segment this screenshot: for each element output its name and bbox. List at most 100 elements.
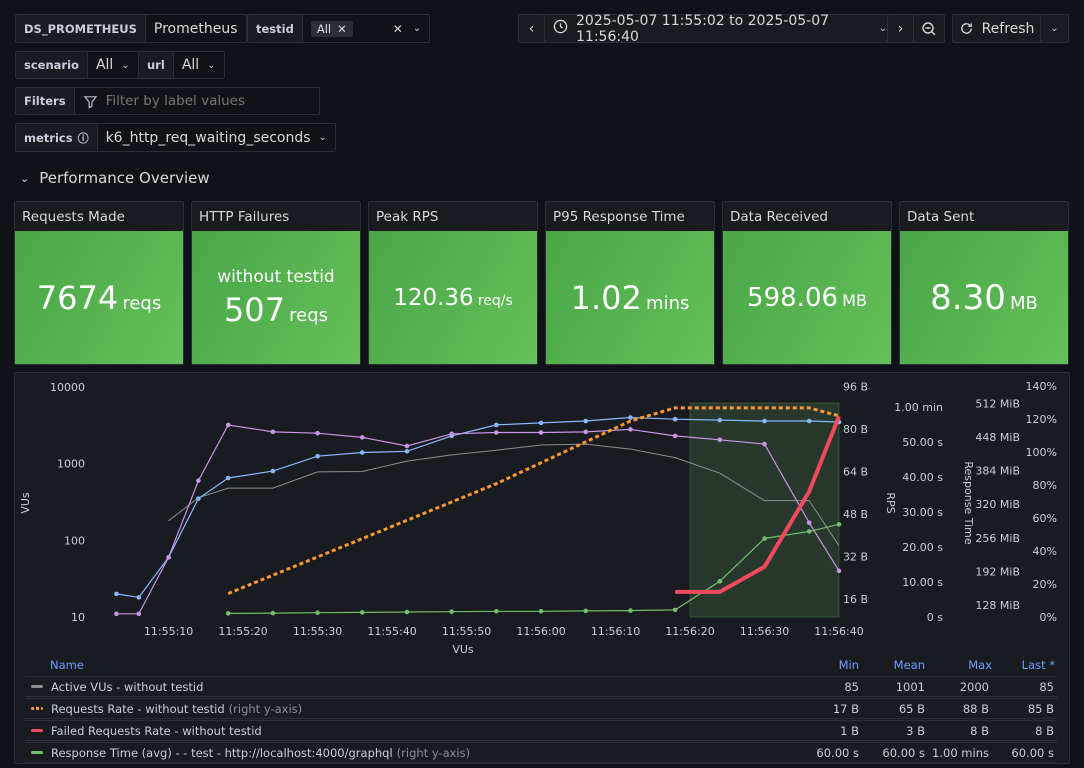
series-point <box>166 555 171 560</box>
chevron-down-icon: ⌄ <box>20 171 30 185</box>
timeseries-chart[interactable]: 10 100 1000 10000 VUs 16 B 32 B 48 B 64 B 80 B 96 … <box>15 373 1071 658</box>
datasource-variable[interactable]: DS_PROMETHEUS Prometheus <box>15 14 247 43</box>
stat-unit: req/s <box>477 292 513 309</box>
series-point <box>114 591 119 597</box>
refresh-interval-button[interactable]: ⌄ <box>1040 14 1069 43</box>
series-point <box>315 430 320 436</box>
stat-requests-made: Requests Made 7674 reqs <box>14 201 184 365</box>
series-point <box>359 450 365 455</box>
legend-row[interactable]: Requests Rate - without testid (right y-a… <box>25 698 1057 719</box>
legend-swatch <box>31 729 43 732</box>
clear-icon[interactable]: ✕ <box>392 21 403 36</box>
x-tick-label: 11:56:10 <box>591 625 640 638</box>
series-point <box>270 610 276 616</box>
legend-header: Name Min Mean Max Last * <box>39 654 1071 675</box>
y-right-tick-label: 128 MiB <box>975 599 1020 612</box>
clock-icon <box>553 19 568 38</box>
series-point <box>806 520 812 525</box>
scenario-value: All <box>95 57 114 73</box>
x-tick-label: 11:55:30 <box>293 625 342 638</box>
legend-col-mean[interactable]: Mean <box>893 657 925 672</box>
refresh-icon <box>960 23 972 34</box>
series-point <box>449 609 454 614</box>
series-point <box>404 448 410 454</box>
chip-remove-icon[interactable]: ✕ <box>337 21 347 36</box>
legend-col-max[interactable]: Max <box>968 657 992 672</box>
legend-row[interactable]: Active VUs - without testid 85 1001 2000 85 <box>25 676 1057 697</box>
stat-value: 7674 <box>36 278 119 317</box>
legend-series-name[interactable]: Response Time (avg) - - test - http://lo… <box>51 745 393 760</box>
stat-data-sent: Data Sent 8.30 MB <box>899 201 1069 365</box>
legend-series-name[interactable]: Failed Requests Rate - without testid <box>51 723 262 738</box>
url-value: All <box>181 57 200 73</box>
stat-unit: reqs <box>289 304 329 326</box>
url-variable[interactable]: url All ⌄ <box>138 51 225 79</box>
series-point <box>359 435 365 440</box>
y-right-tick-label: 40.00 s <box>902 471 943 484</box>
y-right-tick-label: 80 B <box>843 423 868 436</box>
series-point <box>404 443 410 449</box>
stat-value: 8.30 <box>930 277 1006 318</box>
legend-series-name[interactable]: Active VUs - without testid <box>51 679 204 694</box>
scenario-variable[interactable]: scenario All ⌄ <box>15 51 139 79</box>
time-range-picker[interactable]: 2025-05-07 11:55:02 to 2025-05-07 11:56:… <box>544 13 888 45</box>
stat-http-failures: HTTP Failures without testid 507 reqs <box>191 201 361 365</box>
y-right-tick-label: 100% <box>1026 446 1057 459</box>
legend-col-min[interactable]: Min <box>838 657 859 672</box>
testid-chip[interactable]: All ✕ <box>310 20 353 37</box>
zoom-out-button[interactable] <box>913 14 945 43</box>
filters-variable[interactable]: Filters <box>15 87 320 115</box>
y-right-tick-label: 80% <box>1033 479 1057 492</box>
metrics-value: k6_http_req_waiting_seconds <box>105 129 311 146</box>
series-point <box>494 430 499 435</box>
stat-subtitle: without testid <box>217 266 335 287</box>
series-point <box>672 416 678 422</box>
legend-col-last[interactable]: Last * <box>1021 657 1055 672</box>
datasource-select[interactable]: Prometheus <box>146 15 246 42</box>
series-point <box>538 420 544 426</box>
y-right-tick-label: 40% <box>1033 545 1057 558</box>
timeseries-panel[interactable]: 10 100 1000 10000 VUs 16 B 32 B 48 B 64 B 80 B 96 … <box>14 372 1070 764</box>
series-point <box>538 430 544 435</box>
legend-last: 8 B <box>1035 723 1054 738</box>
series-point <box>628 427 633 432</box>
scenario-label: scenario <box>16 52 88 78</box>
series-point <box>196 478 201 483</box>
legend-col-name[interactable]: Name <box>50 657 84 672</box>
testid-variable[interactable]: testid All ✕ ✕ ⌄ <box>247 14 431 43</box>
legend-mean: 65 B <box>898 701 925 716</box>
series-point <box>494 422 499 428</box>
datasource-value: Prometheus <box>153 20 238 37</box>
y-right-tick-label: 320 MiB <box>975 498 1020 511</box>
legend-row[interactable]: Response Time (avg) - - test - http://lo… <box>25 742 1057 763</box>
time-forward-button[interactable]: › <box>887 14 914 43</box>
y-right-tick-label: 96 B <box>843 381 868 394</box>
legend-max: 88 B <box>962 701 989 716</box>
x-tick-label: 11:56:30 <box>740 625 789 638</box>
chevron-down-icon[interactable]: ⌄ <box>412 23 422 34</box>
y-tick-label: 100 <box>64 534 85 547</box>
series-line <box>168 443 840 546</box>
time-back-button[interactable]: ‹ <box>518 14 545 43</box>
series-point <box>806 418 812 424</box>
y-right-tick-label: 20% <box>1033 578 1057 591</box>
series-point <box>494 608 499 614</box>
legend-swatch <box>31 685 43 688</box>
refresh-button[interactable]: Refresh <box>952 14 1041 43</box>
legend-mean: 60.00 s <box>882 745 925 760</box>
series-point <box>717 579 723 584</box>
x-tick-label: 11:56:40 <box>814 625 863 638</box>
legend-series-name[interactable]: Requests Rate - without testid <box>51 701 225 716</box>
series-point <box>196 496 201 501</box>
metrics-variable[interactable]: metrics ⓘ k6_http_req_waiting_seconds ⌄ <box>15 123 336 152</box>
stat-unit: MB <box>1009 292 1038 314</box>
y-right-tick-label: 384 MiB <box>975 465 1020 478</box>
x-tick-label: 11:55:40 <box>367 625 416 638</box>
legend-row[interactable]: Failed Requests Rate - without testid 1 B… <box>25 720 1057 741</box>
section-header[interactable]: ⌄ Performance Overview <box>20 169 210 187</box>
filter-input[interactable] <box>105 93 306 109</box>
y-right-tick-label: 448 MiB <box>975 431 1020 444</box>
stat-value: 120.36 <box>393 284 474 311</box>
y-right-tick-label: 50.00 s <box>902 436 943 449</box>
series-point <box>672 433 678 439</box>
